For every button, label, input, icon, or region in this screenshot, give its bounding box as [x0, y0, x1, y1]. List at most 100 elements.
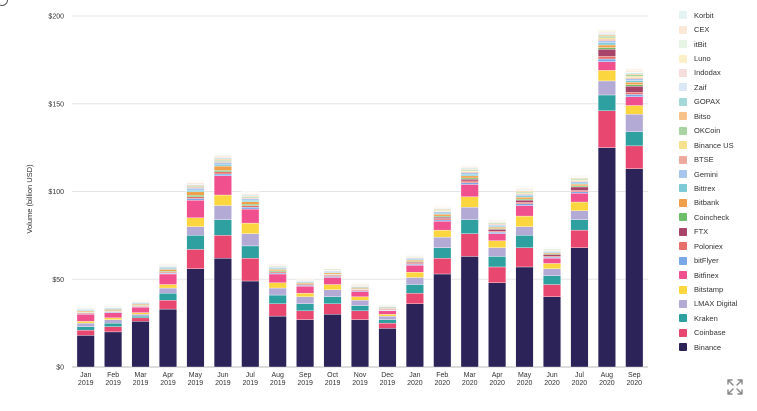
legend-label: Coincheck [694, 212, 730, 222]
bar-segment-korbit [213, 153, 232, 155]
bar-segment-bitstamp [159, 284, 177, 289]
legend-swatch [679, 299, 687, 308]
bar-segment-kraken [76, 326, 95, 331]
y-tick-label: $0 [56, 365, 64, 372]
bar-segment-bitfinex [460, 184, 479, 197]
x-tick-month: Feb [107, 372, 119, 379]
legend-swatch [679, 184, 687, 193]
legend-item: GOPAX [679, 95, 737, 109]
legend-swatch [679, 68, 687, 77]
x-tick-month: Apr [492, 372, 504, 379]
bar-segment-poloniex [186, 196, 205, 199]
bar-stack [543, 245, 561, 368]
bar-segment-poloniex [515, 202, 534, 204]
bar-segment-kraken [597, 94, 616, 111]
bar-segment-bitbank [323, 272, 342, 275]
bar-stack [131, 298, 150, 368]
bar-segment-binance [323, 314, 342, 368]
bar-segment-bitfinex [296, 286, 315, 294]
bar-segment-coinbase [488, 266, 507, 283]
bar-segment-bitstamp [597, 70, 616, 82]
legend-swatch [679, 328, 687, 337]
x-tick-month: Nov [354, 372, 367, 379]
bar-segment-lmax-digital [543, 268, 561, 276]
bar-segment-bitflyer [433, 219, 452, 222]
expand-icon[interactable] [726, 378, 744, 396]
bar-stack [159, 262, 177, 368]
bar-segment-bitstamp [296, 293, 315, 297]
legend-label: Poloniex [694, 241, 723, 251]
bar-segment-korbit [241, 191, 260, 193]
bar-segment-bitflyer [460, 182, 479, 185]
x-tick-month: Mar [464, 372, 477, 379]
bar-stack [378, 302, 397, 368]
bar-segment-coinbase [131, 317, 150, 322]
bar-segment-ftx [433, 216, 452, 219]
bar-segment-poloniex [433, 218, 452, 221]
legend-label: FTX [694, 227, 709, 237]
legend-label: Bitbank [694, 198, 720, 208]
x-tick-year: 2019 [105, 380, 121, 387]
bar-segment-kraken [460, 219, 479, 234]
bar-segment-poloniex [625, 92, 644, 95]
bar-segment-coinbase [378, 322, 397, 329]
bar-segment-okcoin [625, 74, 644, 77]
bar-segment-binance [159, 308, 177, 368]
bar-segment-bitstamp [241, 222, 260, 234]
bar-segment-lmax-digital [570, 210, 589, 220]
x-axis: Jan2019Feb2019Mar2019Apr2019May2019Jun20… [78, 372, 642, 387]
bar-segment-bitfinex [378, 310, 397, 315]
legend-swatch [679, 126, 687, 135]
bar-stack [213, 153, 232, 368]
x-tick-year: 2019 [160, 380, 176, 387]
bar-segment-bittrex [159, 268, 177, 270]
legend-item: Poloniex [679, 239, 737, 253]
bar-segment-bitstamp [433, 229, 452, 238]
bar-segment-binance [570, 247, 589, 368]
bar-segment-kraken [405, 284, 424, 294]
x-tick-year: 2020 [407, 380, 423, 387]
legend-swatch [679, 227, 687, 236]
legend-label: GOPAX [694, 97, 721, 107]
legend-label: Binance [694, 342, 722, 352]
bar-segment-btse [597, 39, 616, 41]
bar-segment-bitstamp [104, 317, 123, 320]
bar-segment-lmax-digital [460, 207, 479, 220]
bar-segment-bitbank [433, 214, 452, 217]
bar-segment-bitstamp [323, 284, 342, 290]
bar-segment-bitstamp [186, 217, 205, 227]
bar-segment-bitfinex [570, 193, 589, 203]
bar-segment-binance [405, 303, 424, 368]
y-tick-label: $50 [52, 277, 64, 284]
bar-stack [405, 253, 424, 368]
legend: Korbit CEX itBit Luno Indodax Zaif GOPAX Bitso O… [679, 8, 737, 355]
x-tick-month: Feb [436, 372, 448, 379]
bar-segment-coinbase [460, 233, 479, 257]
bar-segment-bitbank [488, 226, 507, 229]
bar-segment-lmax-digital [405, 277, 424, 285]
y-tick-label: $150 [48, 101, 64, 108]
legend-item: Binance US [679, 138, 737, 152]
bar-stack [241, 191, 260, 368]
legend-swatch [679, 11, 687, 20]
bar-segment-bitfinex [515, 205, 534, 217]
bar-segment-bitflyer [241, 207, 260, 210]
legend-item: Kraken [679, 311, 737, 325]
bar-stack [104, 303, 123, 368]
bar-segment-ftx [460, 179, 479, 182]
x-tick-year: 2019 [380, 380, 396, 387]
bar-segment-bitbank [241, 201, 260, 205]
bar-segment-bittrex [597, 42, 616, 46]
bar-segment-bitbank [159, 269, 177, 272]
bar-segment-bitbank [405, 259, 424, 262]
bar-segment-coinbase [570, 229, 589, 248]
bar-segment-binance [378, 328, 397, 368]
legend-swatch [679, 256, 687, 265]
x-tick-year: 2020 [517, 380, 533, 387]
legend-item: BTSE [679, 152, 737, 166]
bar-segment-bitstamp [213, 194, 232, 206]
bar-segment-lmax-digital [76, 322, 95, 327]
bar-stack [433, 205, 452, 368]
bar-segment-kraken [104, 322, 123, 327]
x-tick-year: 2020 [572, 380, 588, 387]
